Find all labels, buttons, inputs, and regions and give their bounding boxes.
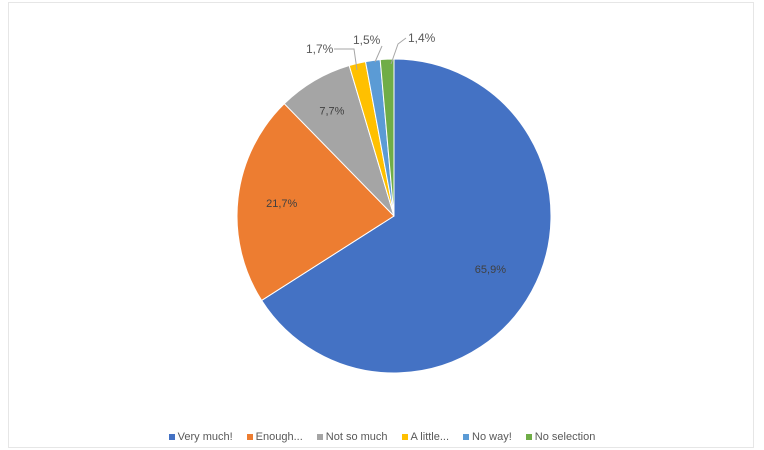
leader-lines — [334, 37, 407, 71]
legend-label: Enough... — [255, 431, 303, 443]
legend-swatch — [463, 434, 470, 440]
slice-label-no-selection: 1,4% — [408, 31, 436, 45]
leader-line-no-selection — [390, 37, 407, 65]
legend-item-enough: Enough... — [246, 431, 303, 443]
legend-swatch — [316, 434, 323, 440]
leader-line-a-little — [334, 48, 358, 71]
legend-label: Not so much — [325, 431, 388, 443]
slice-label-no-way: 1,5% — [353, 33, 381, 47]
slice-label-a-little: 1,7% — [306, 42, 334, 56]
pie-slices — [236, 58, 552, 374]
legend-label: A little... — [410, 431, 450, 443]
slice-label-enough: 21,7% — [266, 198, 297, 210]
legend-item-no-selection: No selection — [525, 431, 596, 443]
legend-item-a-little: A little... — [401, 431, 450, 443]
pie-slice-very-much — [260, 58, 552, 374]
leader-line-no-way — [374, 45, 383, 63]
legend-swatch — [168, 434, 175, 440]
slice-label-not-so-much: 7,7% — [319, 105, 344, 117]
legend-item-very-much: Very much! — [168, 431, 233, 443]
pie-slice-enough — [236, 102, 395, 302]
slice-labels: 65,9% 21,7% 7,7% 1,7% 1,5% 1,4% — [266, 31, 506, 276]
legend-label: No way! — [472, 431, 512, 443]
slice-label-very-much: 65,9% — [475, 264, 506, 276]
legend-swatch — [525, 434, 532, 440]
legend-item-no-way: No way! — [463, 431, 512, 443]
legend-item-not-so-much: Not so much — [316, 431, 388, 443]
legend-label: No selection — [534, 431, 596, 443]
legend-label: Very much! — [177, 431, 233, 443]
chart-legend: Very much! Enough... Not so much A little..… — [0, 428, 764, 446]
legend-swatch — [401, 434, 408, 440]
legend-swatch — [246, 434, 253, 440]
pie-slice-no-selection — [379, 58, 395, 217]
